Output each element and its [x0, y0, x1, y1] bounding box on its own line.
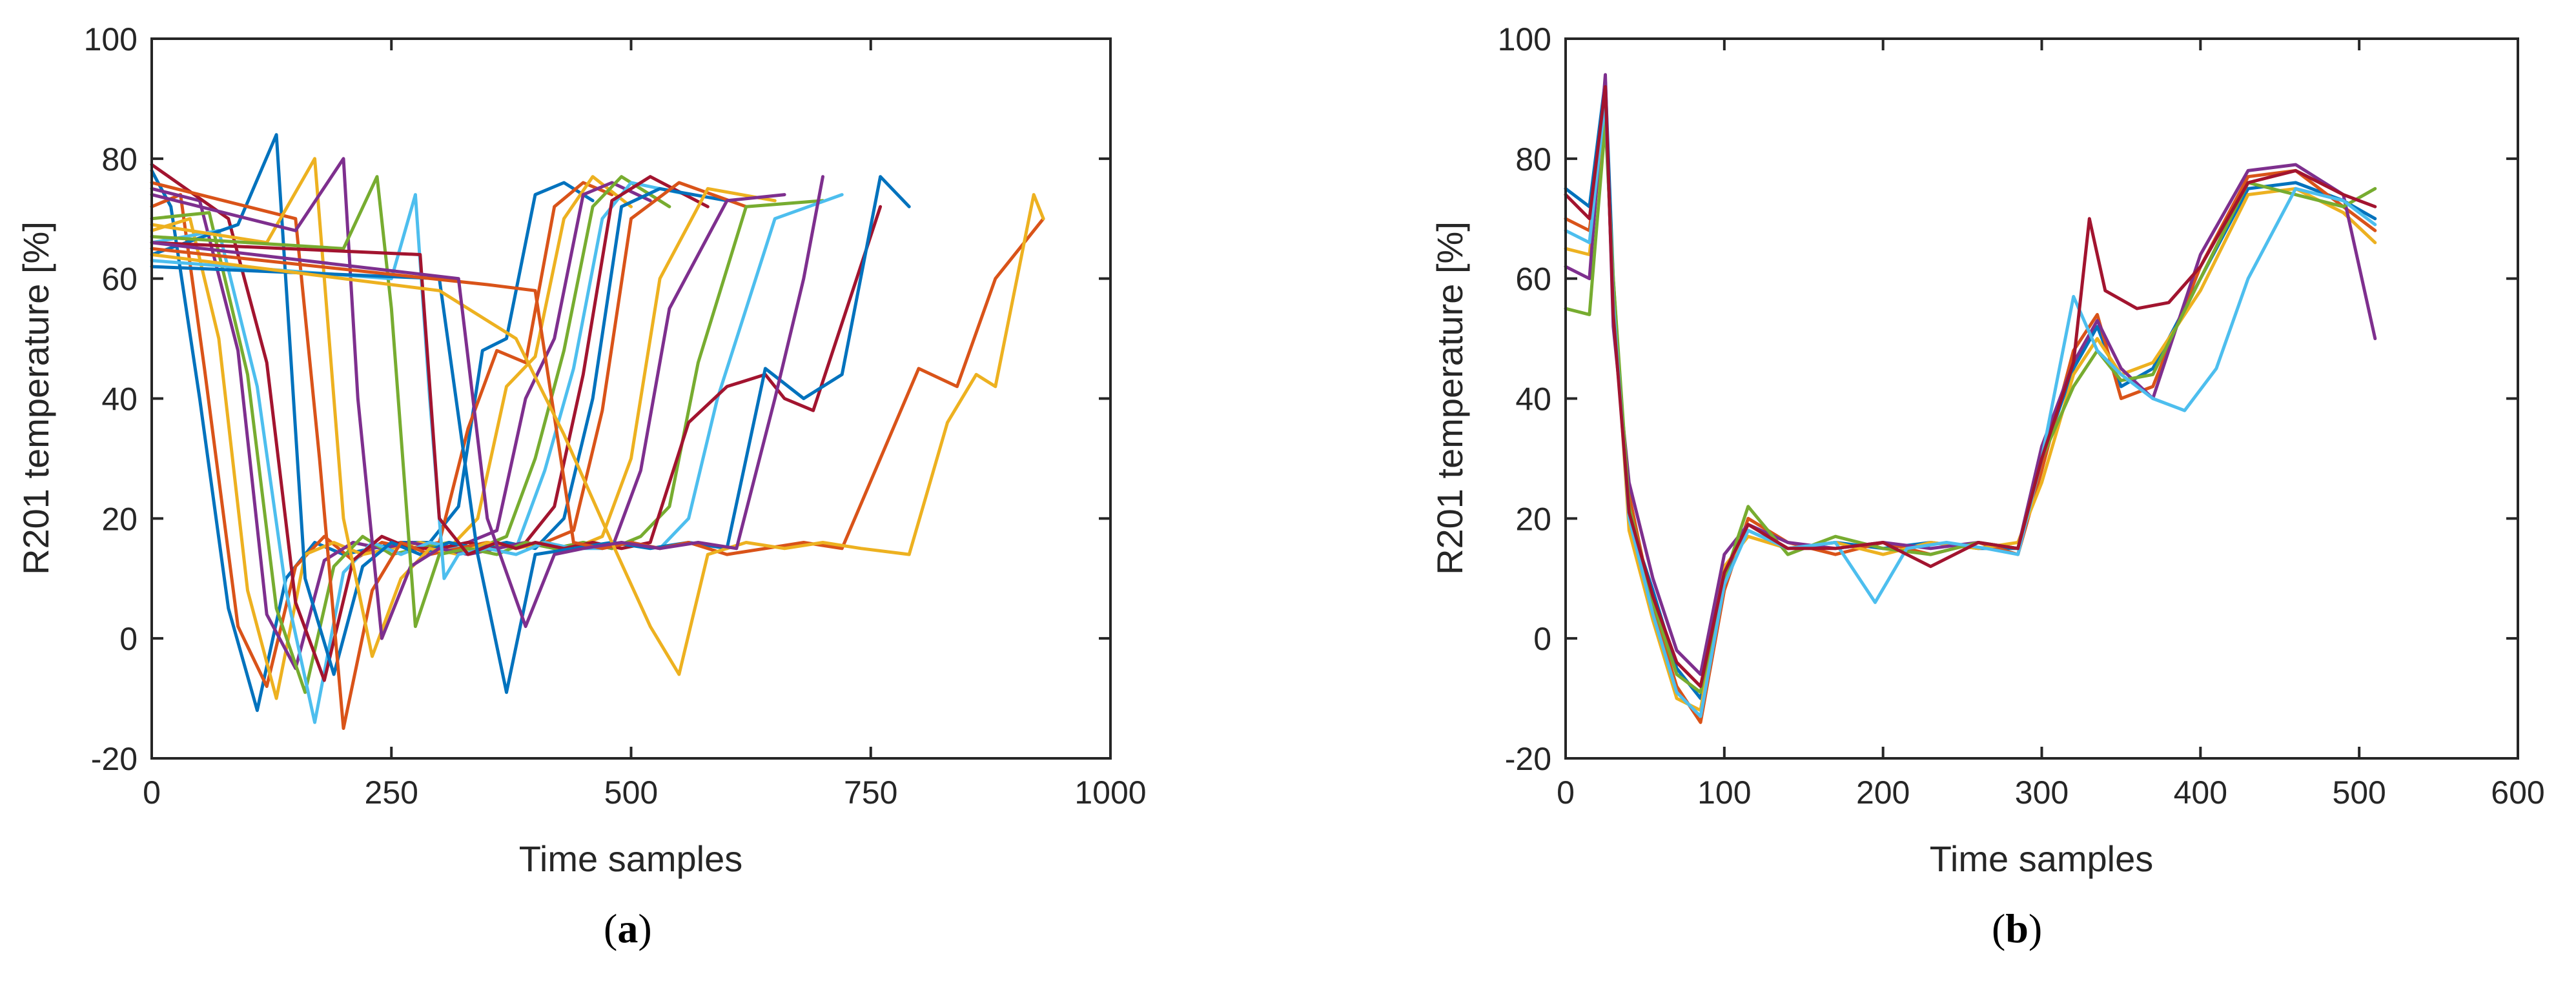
chart-a-ytick-label: 60 — [101, 261, 138, 298]
chart-b-series-run-06 — [1564, 97, 2377, 718]
chart-b-series-run-07 — [1564, 85, 2377, 688]
chart-a-series-run-09 — [150, 181, 748, 730]
chart-a-series-run-17 — [150, 193, 1045, 676]
chart-a-xtick-label: 750 — [844, 774, 897, 811]
chart-a-background — [152, 39, 1110, 758]
chart-a-series-run-14 — [150, 205, 883, 556]
chart-b-xtick-label: 300 — [2015, 774, 2069, 811]
chart-b-ytick-label: 60 — [1515, 261, 1551, 298]
chart-a-caption: (a) — [604, 905, 652, 951]
chart-a-series-group — [150, 133, 1045, 730]
chart-a-xtick-label: 1000 — [1074, 774, 1146, 811]
chart-a-ytick-label: 0 — [119, 621, 138, 657]
chart-b-xtick-label: 400 — [2174, 774, 2227, 811]
chart-a-series-run-10 — [150, 157, 777, 658]
chart-a-series-run-06 — [150, 181, 691, 724]
chart-a-ytick-label: -20 — [91, 741, 138, 777]
chart-b-xtick-label: 100 — [1697, 774, 1751, 811]
chart-a-xlabel: Time samples — [519, 838, 742, 879]
chart-b-xtick-label: 600 — [2491, 774, 2544, 811]
chart-b-ytick-label: 80 — [1515, 141, 1551, 177]
chart-b-series-group — [1564, 73, 2377, 724]
chart-a-series-run-02 — [150, 181, 614, 688]
chart-b-ytick-label: 0 — [1533, 621, 1551, 657]
chart-b-background — [1566, 39, 2518, 758]
chart-b-xtick-label: 200 — [1856, 774, 1910, 811]
chart-a-xtick-label: 250 — [365, 774, 418, 811]
chart-b-ytick-label: 40 — [1515, 381, 1551, 418]
chart-a-xtick-label: 0 — [143, 774, 161, 811]
chart-b-caption: (b) — [1992, 905, 2042, 951]
chart-b-ytick-label: -20 — [1505, 741, 1551, 777]
chart-b-ylabel: R201 temperature [%] — [1429, 221, 1470, 575]
chart-b-ytick-label: 100 — [1498, 21, 1551, 57]
chart-a-ytick-label: 40 — [101, 381, 138, 418]
chart-a-series-run-08 — [150, 133, 729, 676]
chart-b-series-run-04 — [1564, 73, 2377, 676]
chart-a-ytick-label: 80 — [101, 141, 138, 177]
chart-a-xtick-label: 500 — [604, 774, 658, 811]
chart-b-xtick-label: 0 — [1557, 774, 1575, 811]
chart-a-ylabel: R201 temperature [%] — [15, 221, 56, 575]
chart-a-series-run-16 — [150, 217, 1045, 556]
chart-a-ytick-label: 20 — [101, 501, 138, 537]
chart-b-xtick-label: 500 — [2332, 774, 2386, 811]
chart-a-series-run-12 — [150, 175, 824, 629]
chart-b-xlabel: Time samples — [1930, 838, 2153, 879]
chart-a-series-run-03 — [150, 175, 633, 700]
chart-a-series-run-18 — [150, 175, 824, 629]
chart-a-ytick-label: 100 — [84, 21, 138, 57]
chart-b-ytick-label: 20 — [1515, 501, 1551, 537]
